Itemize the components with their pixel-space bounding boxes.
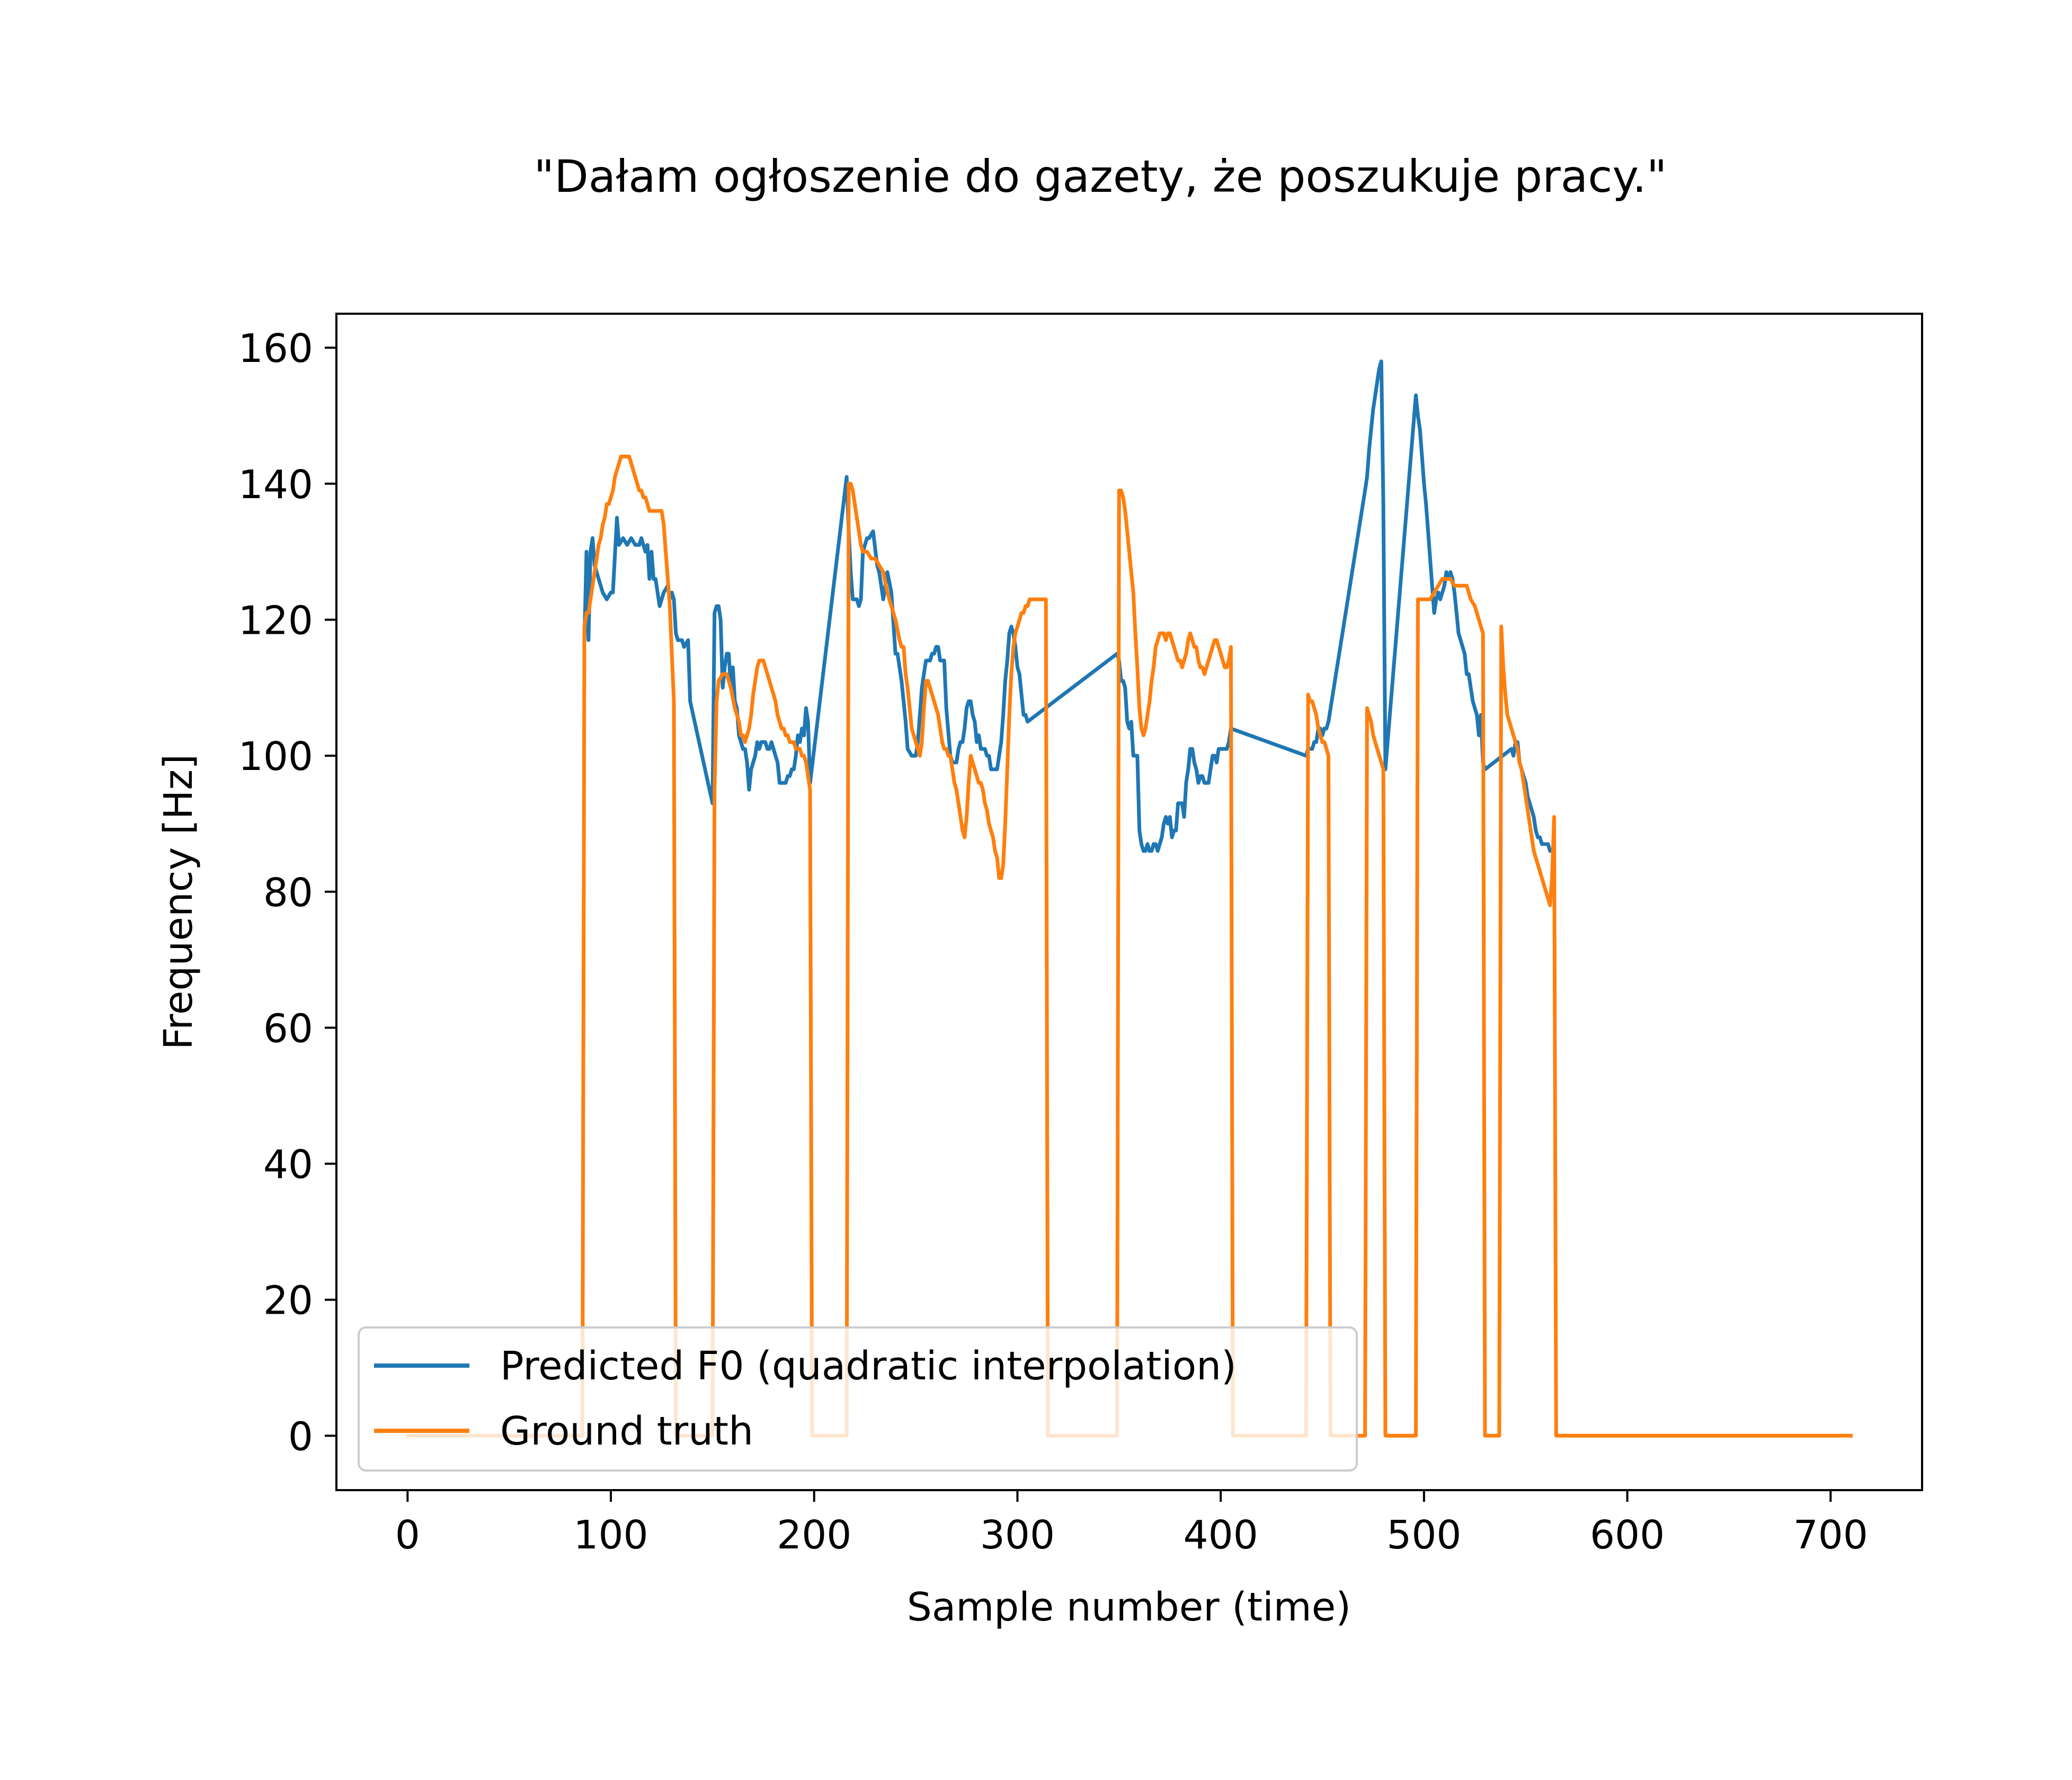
x-axis-label: Sample number (time) bbox=[907, 1584, 1351, 1630]
y-tick-label: 160 bbox=[238, 326, 313, 371]
x-tick-label: 0 bbox=[395, 1512, 420, 1558]
y-tick-label: 140 bbox=[238, 462, 313, 508]
y-tick-label: 20 bbox=[263, 1278, 313, 1324]
legend: Predicted F0 (quadratic interpolation) G… bbox=[358, 1326, 1358, 1472]
y-tick-label: 0 bbox=[288, 1414, 313, 1459]
y-tick-label: 120 bbox=[238, 598, 313, 643]
legend-label-predicted: Predicted F0 (quadratic interpolation) bbox=[500, 1343, 1237, 1389]
y-axis-label: Frequency [Hz] bbox=[156, 754, 201, 1050]
x-tick-label: 200 bbox=[777, 1512, 851, 1558]
x-tick-label: 400 bbox=[1184, 1512, 1258, 1558]
x-tick-label: 300 bbox=[980, 1512, 1055, 1558]
series-line-ground-truth bbox=[405, 455, 1853, 1438]
legend-box bbox=[358, 1326, 1358, 1472]
x-tick-label: 100 bbox=[573, 1512, 648, 1558]
y-tick-label: 80 bbox=[263, 870, 313, 916]
x-tick-label: 600 bbox=[1590, 1512, 1665, 1558]
chart-title: "Dałam ogłoszenie do gazety, że poszukuj… bbox=[533, 150, 1667, 202]
y-tick-label: 40 bbox=[263, 1142, 313, 1188]
y-tick-label: 100 bbox=[238, 734, 313, 780]
legend-label-ground-truth: Ground truth bbox=[500, 1409, 753, 1454]
x-tick-label: 700 bbox=[1793, 1512, 1868, 1558]
plot-area-frame bbox=[335, 313, 1923, 1491]
x-tick-label: 500 bbox=[1386, 1512, 1461, 1558]
y-tick-label: 60 bbox=[263, 1006, 313, 1051]
